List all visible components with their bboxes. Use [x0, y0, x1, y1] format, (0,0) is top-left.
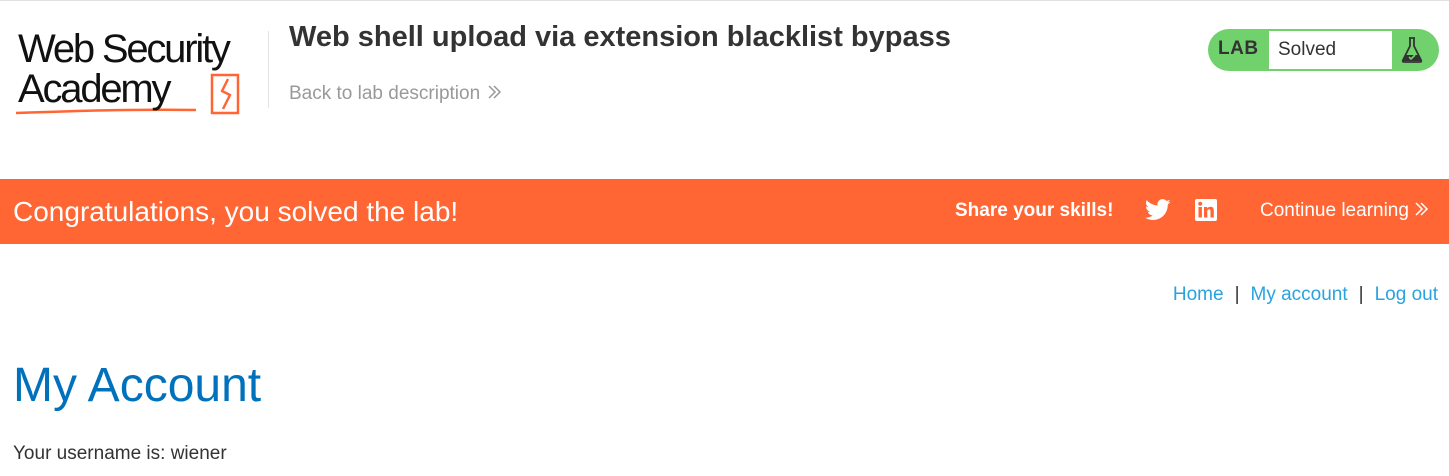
nav-home-link[interactable]: Home: [1172, 284, 1224, 305]
lab-title: Web shell upload via extension blacklist…: [289, 21, 951, 53]
linkedin-share-button[interactable]: [1195, 199, 1217, 226]
flask-icon: [1401, 37, 1423, 63]
account-nav: Home | My account | Log out: [1173, 284, 1438, 306]
top-border: [0, 0, 1449, 1]
double-chevron-right-icon: [488, 85, 502, 99]
web-security-academy-logo[interactable]: Web Security Academy: [14, 27, 264, 119]
lab-status-label: LAB: [1218, 38, 1259, 59]
header-divider: [268, 31, 269, 108]
nav-log-out-link[interactable]: Log out: [1374, 284, 1438, 305]
logo-graphic: [15, 73, 240, 115]
congratulations-banner: Congratulations, you solved the lab! Sha…: [0, 179, 1449, 244]
logo-text-line2: Academy: [18, 67, 172, 111]
twitter-share-button[interactable]: [1144, 199, 1171, 226]
share-your-skills-label: Share your skills!: [955, 200, 1114, 221]
congratulations-message: Congratulations, you solved the lab!: [13, 196, 459, 227]
username-text: Your username is: wiener: [13, 443, 227, 464]
back-link-label: Back to lab description: [289, 83, 481, 104]
nav-separator: |: [1358, 284, 1364, 305]
lab-status-box: Solved: [1269, 31, 1392, 69]
page-title: My Account: [13, 359, 262, 412]
lab-status-badge: LAB Solved: [1208, 29, 1439, 71]
linkedin-icon: [1195, 199, 1217, 221]
logo-text-line1: Web Security: [18, 27, 231, 71]
back-to-lab-description-link[interactable]: Back to lab description: [289, 83, 502, 105]
twitter-icon: [1144, 199, 1171, 220]
lab-header: Web Security Academy Web shell upload vi…: [0, 1, 1449, 151]
nav-separator: |: [1234, 284, 1240, 305]
lab-status-text: Solved: [1278, 39, 1337, 60]
nav-my-account-link[interactable]: My account: [1250, 284, 1348, 305]
double-chevron-right-icon: [1415, 202, 1429, 216]
continue-learning-link[interactable]: Continue learning: [1260, 200, 1429, 222]
continue-learning-label: Continue learning: [1260, 200, 1409, 221]
